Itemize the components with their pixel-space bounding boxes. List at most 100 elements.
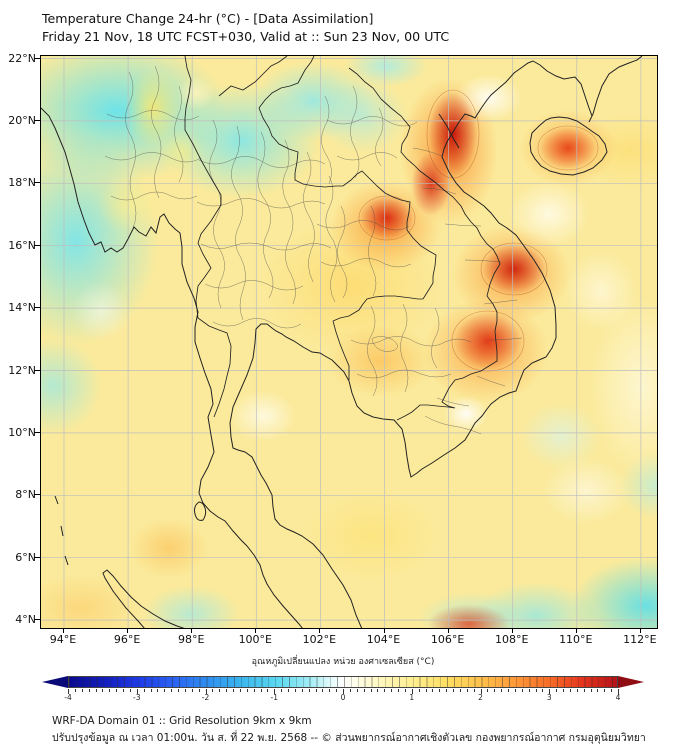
colorbar-left-arrow — [42, 676, 68, 688]
colorbar-minor-tick — [198, 689, 200, 692]
y-axis-tick-label: 4°N — [15, 613, 36, 627]
colorbar-minor-tick — [418, 689, 420, 692]
colorbar-minor-tick — [274, 689, 276, 694]
colorbar-minor-tick — [123, 689, 124, 692]
map-overlay-svg — [41, 56, 657, 628]
x-axis-tick-mark — [319, 628, 321, 633]
y-axis-tick-label: 10°N — [8, 425, 36, 439]
colorbar-minor-tick — [308, 689, 310, 692]
y-axis-tick-label: 22°N — [8, 51, 36, 65]
colorbar-minor-tick — [336, 689, 338, 692]
colorbar-minor-tick — [398, 689, 399, 692]
colorbar-minor-tick — [473, 689, 475, 692]
colorbar-minor-tick — [514, 689, 516, 692]
colorbar-minor-tick — [68, 689, 69, 694]
colorbar-minor-tick — [288, 689, 289, 692]
map-plot-area — [40, 55, 658, 629]
colorbar-minor-tick — [205, 689, 207, 694]
colorbar-minor-tick — [322, 689, 324, 692]
colorbar-minor-tick — [233, 689, 234, 692]
colorbar-minor-tick — [129, 689, 131, 692]
x-axis-tick-label: 102°E — [302, 633, 337, 646]
colorbar-minor-tick — [411, 689, 413, 694]
contour-rings — [358, 89, 599, 372]
province-borders — [104, 65, 523, 435]
colorbar-minor-tick — [542, 689, 544, 692]
figure-subtitle: Friday 21 Nov, 18 UTC FCST+030, Valid at… — [42, 29, 450, 44]
colorbar-tick-label: 0 — [340, 693, 346, 702]
colorbar-minor-tick — [343, 689, 344, 694]
colorbar-minor-tick — [528, 689, 530, 692]
x-axis-tick-label: 106°E — [430, 633, 465, 646]
colorbar-minor-tick — [260, 689, 262, 692]
colorbar-minor-tick — [191, 689, 193, 692]
colorbar-minor-tick — [466, 689, 468, 692]
colorbar-minor-tick — [212, 689, 214, 692]
y-axis-tick-label: 18°N — [8, 176, 36, 190]
y-axis-tick-mark — [34, 494, 40, 496]
colorbar-minor-tick — [432, 689, 434, 692]
colorbar-minor-tick — [549, 689, 551, 694]
colorbar-minor-tick — [294, 689, 296, 692]
y-axis-tick-label: 14°N — [8, 301, 36, 315]
colorbar-gradient — [68, 676, 618, 688]
y-axis-tick-mark — [34, 182, 40, 184]
y-axis-tick-label: 12°N — [8, 363, 36, 377]
colorbar-minor-tick — [81, 689, 83, 692]
colorbar-tick-label: 3 — [546, 693, 552, 702]
colorbar-minor-tick — [535, 689, 537, 692]
colorbar-minor-tick — [618, 689, 619, 694]
x-axis-tick-mark — [639, 628, 641, 633]
colorbar-minor-tick — [384, 689, 386, 692]
colorbar-minor-tick — [150, 689, 152, 692]
colorbar-tick-label: -3 — [133, 693, 141, 702]
colorbar-tick-label: 1 — [409, 693, 415, 702]
colorbar-minor-tick — [239, 689, 241, 692]
y-axis-tick-label: 6°N — [15, 550, 36, 564]
colorbar-minor-tick — [453, 689, 454, 692]
y-axis-tick-mark — [34, 619, 40, 621]
colorbar-minor-tick — [611, 689, 613, 692]
x-axis-tick-mark — [511, 628, 513, 633]
colorbar-minor-tick — [494, 689, 496, 692]
colorbar-minor-tick — [164, 689, 166, 692]
colorbar-label: อุณหภูมิเปลี่ยนแปลง หน่วย องศาเซลเซียส (… — [251, 657, 435, 667]
colorbar-minor-tick — [184, 689, 186, 692]
colorbar-minor-tick — [597, 689, 599, 692]
colorbar-minor-tick — [391, 689, 393, 692]
figure-title: Temperature Change 24-hr (°C) - [Data As… — [42, 11, 374, 26]
colorbar-minor-tick — [576, 689, 578, 692]
x-axis-tick-label: 98°E — [177, 633, 205, 646]
y-axis-tick-mark — [34, 556, 40, 558]
y-axis-tick-mark — [34, 57, 40, 59]
colorbar-minor-tick — [508, 689, 509, 692]
colorbar-minor-tick — [74, 689, 76, 692]
colorbar-minor-tick — [329, 689, 331, 692]
x-axis-tick-label: 100°E — [238, 633, 273, 646]
x-axis-tick-label: 104°E — [366, 633, 401, 646]
coastline-path — [41, 56, 643, 628]
x-axis-tick-label: 110°E — [559, 633, 593, 646]
x-axis-tick-mark — [127, 628, 129, 633]
colorbar-minor-tick — [95, 689, 97, 692]
colorbar-minor-tick — [219, 689, 221, 692]
colorbar-minor-tick — [590, 689, 592, 692]
x-axis-tick-mark — [191, 628, 193, 633]
colorbar-minor-tick — [404, 689, 406, 692]
x-axis-tick-mark — [383, 628, 385, 633]
x-axis-tick-mark — [447, 628, 449, 633]
colorbar-minor-tick — [583, 689, 585, 692]
colorbar-minor-tick — [446, 689, 448, 692]
colorbar-minor-tick — [370, 689, 372, 692]
x-axis-tick-label: 112°E — [623, 633, 657, 646]
x-axis-tick-label: 96°E — [113, 633, 141, 646]
colorbar-minor-tick — [267, 689, 269, 692]
footer-domain-info: WRF-DA Domain 01 :: Grid Resolution 9km … — [52, 715, 312, 727]
y-axis-tick-mark — [34, 307, 40, 309]
colorbar-minor-tick — [563, 689, 564, 692]
colorbar-minor-tick — [136, 689, 138, 694]
colorbar-minor-tick — [143, 689, 145, 692]
colorbar-minor-tick — [301, 689, 303, 692]
colorbar-tick-label: 4 — [615, 693, 621, 702]
